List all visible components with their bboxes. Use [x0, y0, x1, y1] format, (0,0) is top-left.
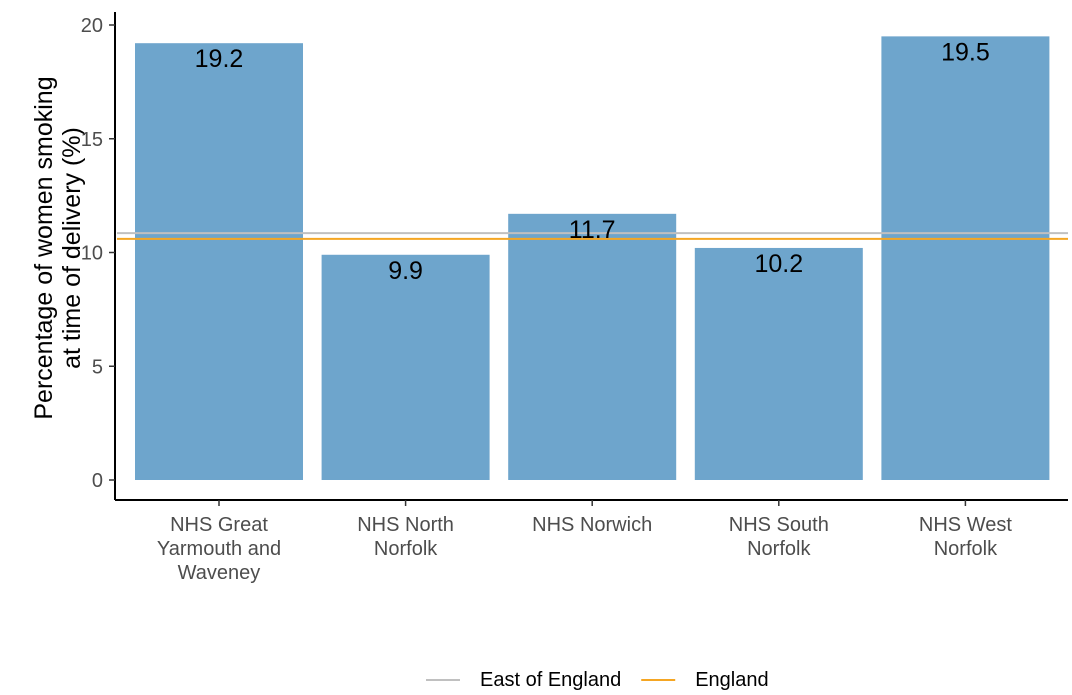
y-tick-label: 20 — [81, 15, 103, 37]
x-tick-label: NHS North Norfolk — [357, 514, 454, 560]
y-tick-label: 10 — [81, 243, 103, 265]
x-tick-label-line: Waveney — [178, 562, 261, 584]
y-axis-title-text: Percentage of women smokingat time of de… — [30, 76, 86, 419]
legend-label: England — [695, 669, 768, 691]
y-axis-title-line: Percentage of women smoking — [30, 76, 58, 419]
y-axis: 0 5 10 15 20 — [81, 12, 116, 500]
data-label: 19.2 — [195, 45, 244, 73]
x-tick-label: NHS Norwich — [532, 514, 652, 536]
x-tick-label: NHS Great Yarmouth and Waveney — [157, 514, 281, 584]
x-tick-label-line: Yarmouth and — [157, 538, 281, 560]
data-label: 11.7 — [569, 216, 616, 244]
legend: East of England England — [426, 669, 769, 691]
reference-lines — [117, 232, 1068, 240]
y-tick-label: 0 — [92, 470, 103, 492]
x-tick-label-line: NHS Norwich — [532, 514, 652, 536]
data-label: 19.5 — [941, 38, 990, 66]
x-tick-label-line: NHS West — [919, 514, 1012, 536]
y-axis-title: Percentage of women smokingat time of de… — [30, 76, 86, 419]
data-label: 10.2 — [754, 250, 803, 278]
x-tick-label-line: Norfolk — [934, 538, 998, 560]
x-tick-label-line: Norfolk — [747, 538, 811, 560]
bars — [135, 36, 1050, 480]
x-tick-label: NHS South Norfolk — [729, 514, 829, 560]
x-tick-label-line: NHS North — [357, 514, 454, 536]
y-axis-title-line: at time of delivery (%) — [58, 127, 86, 369]
x-tick-label: NHS West Norfolk — [919, 514, 1012, 560]
x-tick-label-line: NHS Great — [170, 514, 268, 536]
x-tick-label-line: NHS South — [729, 514, 829, 536]
bar — [508, 213, 677, 480]
legend-label: East of England — [480, 669, 621, 691]
bar — [881, 36, 1050, 480]
data-labels: 19.2 9.9 11.7 10.2 19.5 — [195, 38, 990, 284]
bar — [321, 254, 490, 480]
bar — [694, 247, 863, 480]
y-tick-label: 5 — [92, 356, 103, 378]
data-label: 9.9 — [388, 257, 423, 285]
x-tick-label-line: Norfolk — [374, 538, 438, 560]
y-tick-label: 15 — [81, 129, 103, 151]
bar — [135, 43, 303, 480]
